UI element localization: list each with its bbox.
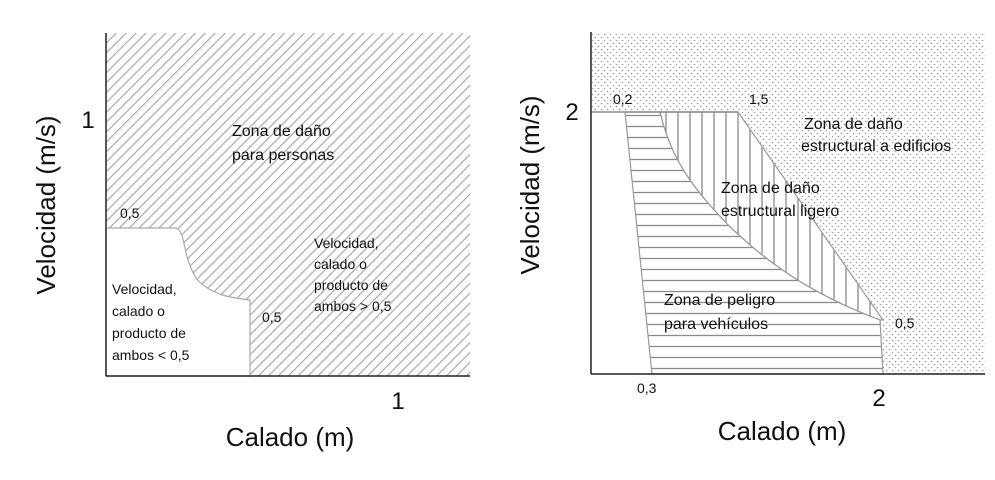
right-x-axis-label: Calado (m) bbox=[718, 416, 847, 446]
zone-above-line-3: producto de bbox=[314, 277, 388, 293]
right-x-tick: 2 bbox=[872, 385, 885, 412]
label-bottom: 0,3 bbox=[637, 380, 657, 396]
safe-zone bbox=[105, 227, 251, 377]
zone-light-line-1: Zona de daño bbox=[721, 180, 820, 197]
left-value-label-y: 0,5 bbox=[120, 205, 140, 221]
left-y-tick: 1 bbox=[81, 107, 94, 134]
vehicle-hazard-zone bbox=[624, 111, 884, 375]
zone-above-line-4: ambos > 0,5 bbox=[314, 298, 392, 314]
label-top-right: 1,5 bbox=[749, 91, 769, 107]
right-y-axis-label: Velocidad (m/s) bbox=[515, 95, 545, 274]
zone-persons-line-1: Zona de daño bbox=[232, 123, 331, 140]
zone-below-line-2: calado o bbox=[112, 303, 165, 319]
zone-buildings-line-1: Zona de daño bbox=[804, 116, 903, 133]
left-diagram: Velocidad (m/s) Calado (m) 1 1 0,5 0,5 Z… bbox=[31, 33, 470, 452]
zone-buildings-line-2: estructural a edificios bbox=[801, 138, 951, 155]
zone-above-line-2: calado o bbox=[314, 256, 367, 272]
right-diagram: Velocidad (m/s) Calado (m) 2 2 0,2 1,5 0… bbox=[515, 32, 985, 446]
zone-below-line-1: Velocidad, bbox=[112, 281, 177, 297]
left-value-label-x: 0,5 bbox=[262, 309, 282, 325]
right-y-tick: 2 bbox=[565, 99, 578, 126]
label-right: 0,5 bbox=[895, 315, 915, 331]
left-x-tick: 1 bbox=[391, 388, 404, 415]
zone-vehicles-line-2: para vehículos bbox=[664, 316, 768, 333]
safe-zone-right bbox=[591, 112, 652, 374]
left-y-axis-label: Velocidad (m/s) bbox=[31, 115, 61, 294]
zone-light-line-2: estructural ligero bbox=[721, 203, 839, 220]
label-top-left: 0,2 bbox=[613, 91, 633, 107]
zone-vehicles-line-1: Zona de peligro bbox=[664, 292, 775, 309]
zone-persons-line-2: para personas bbox=[232, 147, 334, 164]
left-x-axis-label: Calado (m) bbox=[226, 422, 355, 452]
zone-above-line-1: Velocidad, bbox=[314, 235, 379, 251]
zone-below-line-4: ambos < 0,5 bbox=[112, 347, 190, 363]
zone-below-line-3: producto de bbox=[112, 325, 186, 341]
